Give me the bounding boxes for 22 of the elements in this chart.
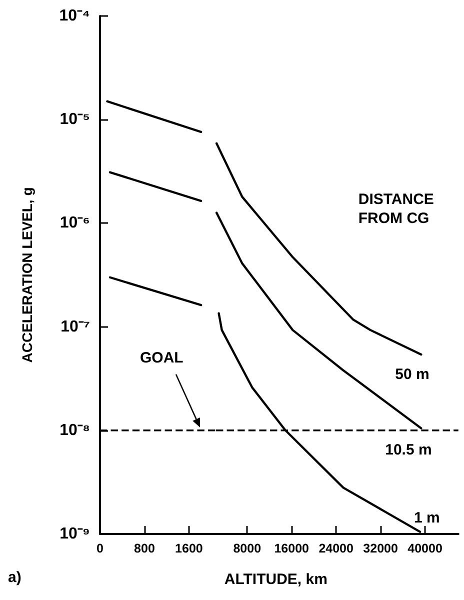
x-tick-label: 0	[96, 542, 104, 556]
y-tick-label: 10⁻⁶	[60, 214, 90, 232]
y-tick-label: 10⁻⁴	[59, 8, 90, 24]
y-tick-label: 10⁻⁵	[60, 111, 90, 128]
x-tick-label: 16000	[274, 542, 309, 556]
series-label: 10.5 m	[384, 442, 432, 459]
ref-line-label: GOAL	[140, 349, 184, 366]
annotation: DISTANCE FROM CG	[358, 191, 434, 227]
y-axis-title: ACCELERATION LEVEL, g	[19, 187, 35, 363]
y-tick-label: 10⁻⁸	[60, 422, 90, 439]
series-label: 50 m	[394, 366, 429, 384]
x-tick-label: 8000	[232, 542, 261, 556]
series-label: 1 m	[414, 509, 440, 526]
y-tick-label: 10⁻⁹	[60, 526, 90, 542]
x-tick-label: 24000	[318, 542, 354, 556]
y-tick-label: 10⁻⁷	[60, 318, 90, 336]
x-tick-label: 800	[134, 542, 155, 556]
x-axis-title: ALTITUDE, km	[224, 571, 328, 588]
text: a)	[8, 569, 22, 586]
x-tick-label: 40000	[407, 542, 442, 556]
x-tick-label: 32000	[362, 542, 398, 556]
x-tick-label: 1600	[175, 542, 203, 556]
